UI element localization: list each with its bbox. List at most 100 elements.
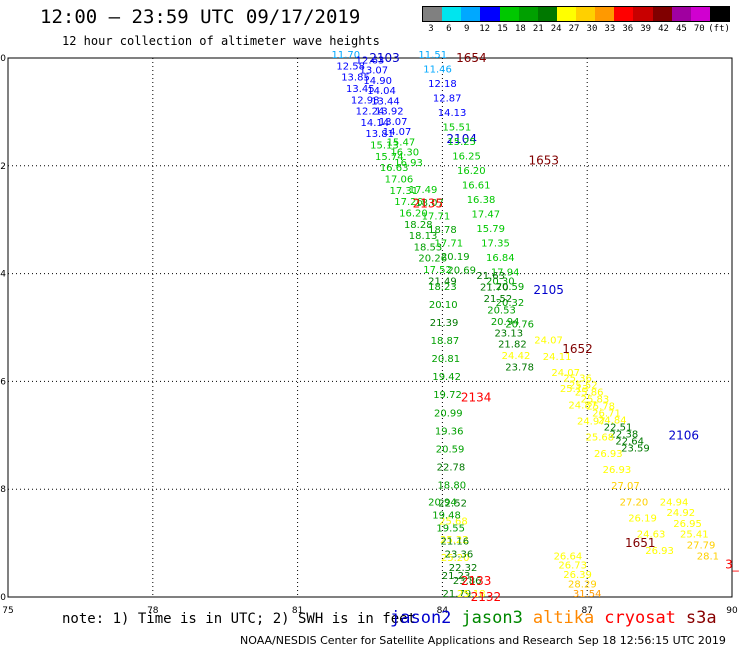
wave-height-value: 21.39	[430, 318, 459, 329]
wave-height-value: 31.54	[573, 589, 602, 600]
wave-height-value: 26.64	[554, 551, 583, 562]
wave-height-value: 13.81	[365, 129, 394, 140]
legend-swatch	[690, 7, 710, 21]
wave-height-value: 26.93	[603, 465, 632, 476]
wave-height-value: 16.38	[467, 195, 496, 206]
footer-note: note: 1) Time is in UTC; 2) SWH is in fe…	[62, 611, 417, 627]
wave-height-value: 16.20	[457, 166, 486, 177]
wave-height-value: 27.79	[687, 540, 716, 551]
wave-height-value: 21.70	[480, 282, 509, 293]
latitude-label: -48	[0, 485, 6, 495]
satellite-jason3: jason3	[461, 608, 523, 628]
pass-label: 2133	[461, 574, 492, 588]
wave-height-value: 23.59	[621, 443, 650, 454]
legend-swatch	[461, 7, 481, 21]
satellite-jason2: jason2	[390, 608, 452, 628]
legend-unit: (ft)	[708, 24, 730, 34]
wave-height-value: 15.25	[447, 137, 476, 148]
wave-height-value: 20.94	[428, 497, 457, 508]
wave-height-value: 14.90	[363, 76, 392, 87]
pass-label: 2134	[461, 391, 492, 405]
wave-height-value: 18.07	[415, 198, 444, 209]
wave-height-value: 25.41	[680, 530, 709, 541]
pass-label: 2135	[413, 197, 444, 211]
latitude-label: -50	[0, 593, 6, 603]
legend-label: 39	[640, 24, 652, 34]
wave-height-value: 21.63	[476, 271, 505, 282]
wave-height-value: 19.42	[432, 372, 461, 383]
legend-label: 12	[479, 24, 491, 34]
wave-height-value: 24.11	[543, 352, 572, 363]
wave-height-value: 12.87	[433, 93, 462, 104]
wave-height-value: 15.79	[476, 224, 505, 235]
wave-height-value: 20.94	[491, 317, 520, 328]
wave-height-value: 14.14	[361, 118, 390, 129]
wave-height-value: 18.80	[437, 481, 466, 492]
wave-height-value: 16.20	[399, 208, 428, 219]
legend-label: 42	[658, 24, 669, 34]
longitude-label: 75	[2, 606, 13, 616]
wave-height-value: 19.72	[433, 390, 462, 401]
wave-height-value: 21.16	[440, 537, 469, 548]
wave-height-value: 17.35	[481, 238, 510, 249]
wave-height-value: 17.94	[491, 267, 520, 278]
wave-height-value: 14.04	[367, 86, 396, 97]
wave-height-value: 25.13	[560, 384, 589, 395]
legend-label: 18	[514, 24, 526, 34]
wave-height-value: 12.24	[356, 107, 385, 118]
wave-height-value: 16.30	[390, 148, 419, 159]
map-frame	[7, 57, 733, 598]
legend-label: 6	[446, 24, 452, 34]
wave-height-value: 18.53	[414, 242, 443, 253]
legend-labels: 3 6 9 12 15 18 21 24 27 30 33 36 39 42 45 70 (ft)	[422, 24, 730, 34]
legend-swatch	[499, 7, 519, 21]
wave-height-value: 16.84	[486, 253, 515, 264]
wave-height-value: 13.92	[375, 107, 404, 118]
wave-height-value: 17.26	[394, 197, 423, 208]
color-legend: 3 6 9 12 15 18 21 24 27 30 33 36 39 42 45 70 (ft)	[422, 6, 730, 34]
wave-height-value: 11.46	[423, 64, 452, 75]
wave-height-value: 13.85	[341, 73, 370, 84]
legend-label: 30	[586, 24, 598, 34]
wave-height-value: 28.29	[568, 580, 597, 591]
latitude-label: -46	[0, 377, 6, 387]
legend-swatch	[576, 7, 596, 21]
wave-height-value: 24.07	[551, 368, 580, 379]
legend-label: 15	[497, 24, 508, 34]
wave-height-value: 11.51	[418, 50, 447, 61]
pass-label: 1654	[456, 51, 487, 65]
wave-height-value: 24.97	[577, 417, 606, 428]
generated-timestamp: Sep 18 12:56:15 UTC 2019	[578, 634, 726, 647]
legend-label: 21	[532, 24, 544, 34]
wave-height-value: 17.52	[423, 265, 452, 276]
wave-height-value: 21.52	[484, 294, 513, 305]
wave-height-value: 22.52	[438, 499, 467, 510]
wave-height-value: 15.74	[375, 152, 404, 163]
wave-height-value: 15.51	[443, 122, 472, 133]
wave-height-value: 20.10	[429, 300, 458, 311]
wave-height-value: 22.51	[604, 422, 633, 433]
pass-label: 2105	[533, 283, 564, 297]
wave-height-value: 22.32	[449, 563, 478, 574]
wave-height-value: 23.36	[445, 550, 474, 561]
wave-height-value: 15.13	[370, 141, 399, 152]
wave-height-value: 20.53	[487, 305, 516, 316]
wave-height-value: 25.68	[439, 517, 468, 528]
legend-swatch	[614, 7, 634, 21]
legend-label: 27	[568, 24, 580, 34]
legend-swatch	[709, 7, 729, 21]
wave-height-value: 13.07	[379, 117, 408, 128]
wave-height-value: 21.23	[442, 571, 471, 582]
wave-height-value: 23.86	[453, 576, 482, 587]
wave-height-value: 13.45	[346, 84, 375, 95]
legend-label: 36	[622, 24, 634, 34]
wave-height-value: 14.13	[438, 108, 467, 119]
wave-height-value: 28.1	[697, 551, 719, 562]
wave-height-value: 26.95	[673, 519, 702, 530]
wave-height-value: 22.78	[437, 462, 466, 473]
legend-swatch	[556, 7, 576, 21]
wave-height-value: 23.13	[494, 328, 523, 339]
legend-label: 33	[604, 24, 616, 34]
pass-label: 3_	[725, 558, 740, 572]
